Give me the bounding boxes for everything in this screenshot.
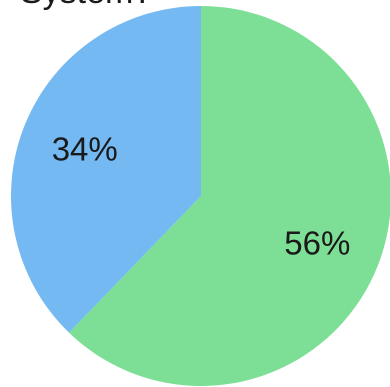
pie-slice-1 [69,6,390,386]
pie-slice-2 [10,6,201,333]
pie-slice-label-2: 34% [52,131,118,168]
pie-slice-label-1: 56% [284,224,350,261]
chart-title: System? [20,0,152,12]
